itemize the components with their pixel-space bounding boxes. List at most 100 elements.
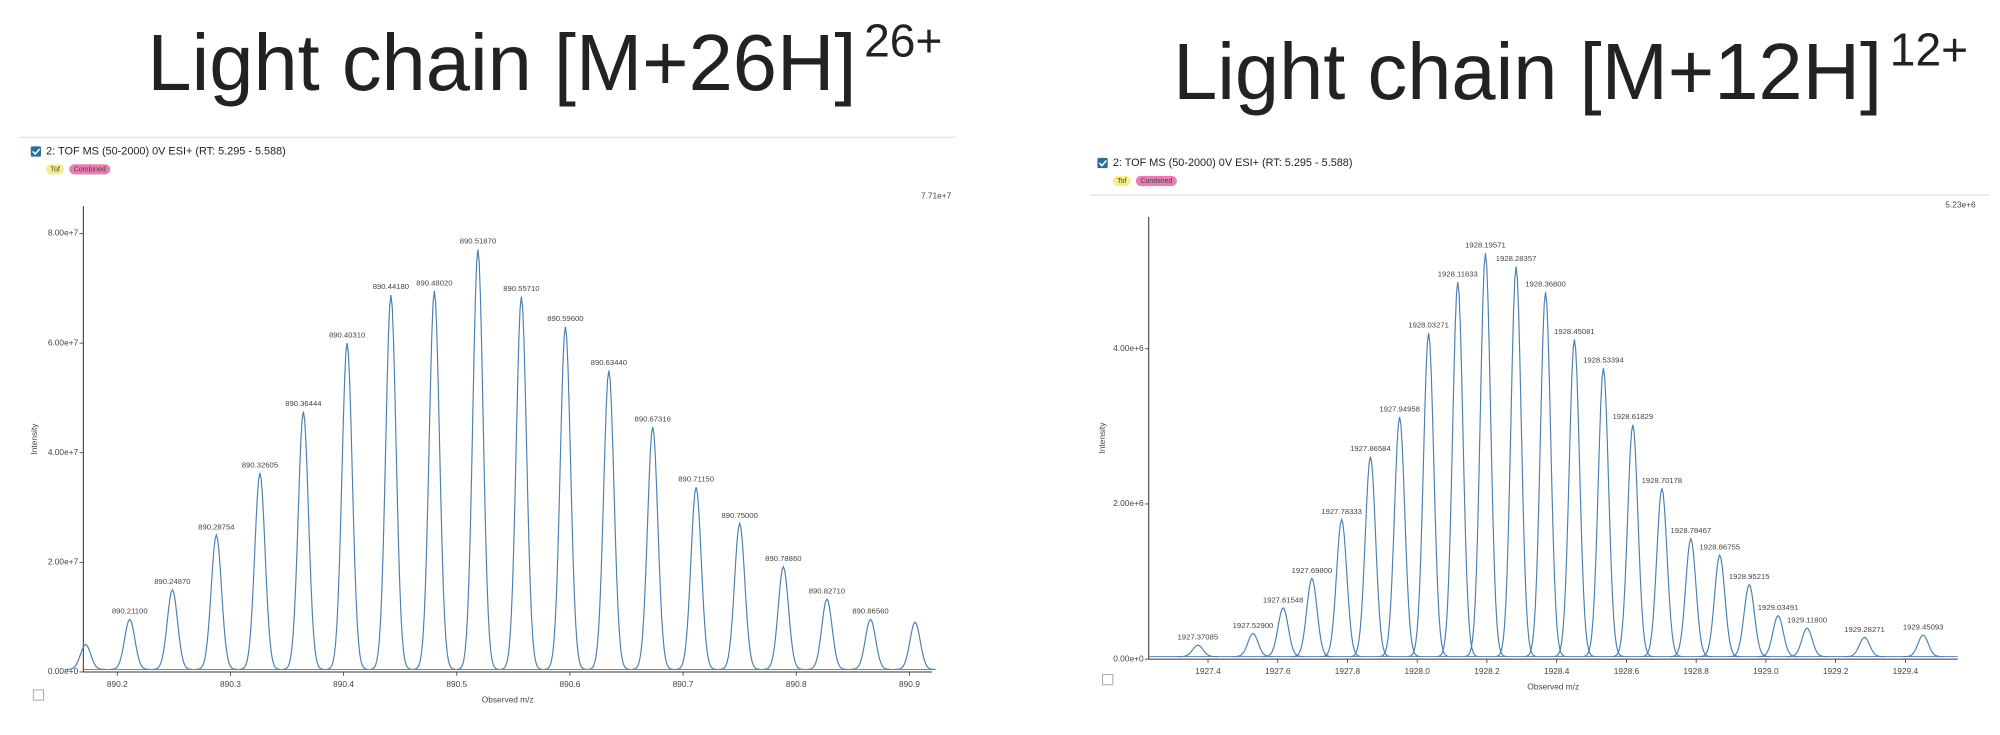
x-tick-label: 890.3 <box>220 679 241 689</box>
peak-label: 890.55710 <box>503 284 539 293</box>
peak-label: 1929.11800 <box>1787 615 1827 624</box>
peak <box>282 411 324 670</box>
peak <box>1641 488 1683 658</box>
peak <box>1553 339 1596 658</box>
spectrum-header: 2: TOF MS (50-2000) 0V ESI+ (RT: 5.295 -… <box>46 145 286 157</box>
peak-label: 1928.03271 <box>1408 321 1449 330</box>
peak-label: 890.51870 <box>460 237 496 246</box>
peak-label: 1927.52900 <box>1233 621 1274 630</box>
peak <box>1757 614 1799 658</box>
export-icon[interactable] <box>32 689 45 701</box>
peak-label: 1928.11633 <box>1438 269 1478 278</box>
title-text: Light chain [M+26H] <box>147 18 856 107</box>
x-tick-label: 1928.8 <box>1683 666 1709 676</box>
peak <box>1670 537 1712 658</box>
peak <box>675 487 717 670</box>
peak <box>370 294 412 670</box>
peak-label: 1928.61829 <box>1612 412 1653 421</box>
y-tick-label: 0.00e+0 <box>1113 653 1144 663</box>
badge-label: Tof <box>50 166 59 173</box>
y-tick-label: 8.00e+7 <box>48 228 79 238</box>
peak-label: 890.86560 <box>852 607 888 616</box>
peak-label: 890.36444 <box>285 399 322 408</box>
checkbox[interactable] <box>1097 157 1108 169</box>
badge-label: Combined <box>1140 178 1172 185</box>
title-superscript: 12+ <box>1890 24 1968 76</box>
peak-label: 890.24870 <box>154 577 190 586</box>
peak-label: 1927.78333 <box>1321 507 1362 516</box>
y-tick-label: 2.00e+6 <box>1113 498 1144 508</box>
peak-label: 890.71150 <box>678 475 714 484</box>
x-tick-label: 890.8 <box>786 679 807 689</box>
peak-label: 1927.94958 <box>1379 404 1420 413</box>
peak-label: 1929.45093 <box>1903 622 1944 631</box>
y-tick-label: 4.00e+6 <box>1113 343 1144 353</box>
peak-label: 1927.69800 <box>1292 566 1333 575</box>
x-axis-label: Observed m/z <box>1527 682 1579 692</box>
checkmark <box>1098 159 1107 167</box>
peak <box>65 643 107 670</box>
peak-label: 890.21100 <box>112 607 148 616</box>
peak-label: 1928.95215 <box>1729 572 1770 581</box>
y-axis-label: Intensity <box>29 423 39 455</box>
peak-label: 1928.28357 <box>1496 254 1537 263</box>
badge-label: Tof <box>1117 178 1126 185</box>
peak <box>1786 627 1828 658</box>
x-tick-label: 890.5 <box>446 679 467 689</box>
peak <box>1843 636 1885 658</box>
peak-label: 1927.61548 <box>1263 595 1304 604</box>
peak-label: 1928.70178 <box>1642 476 1683 485</box>
peak <box>1464 253 1507 658</box>
x-tick-label: 890.4 <box>333 679 354 689</box>
peak <box>1524 292 1567 658</box>
peak <box>457 249 499 670</box>
peak <box>326 343 368 670</box>
x-axis-label: Observed m/z <box>482 694 534 704</box>
peak <box>1349 456 1392 658</box>
peak <box>806 597 848 670</box>
checkbox[interactable] <box>30 146 42 157</box>
checkmark <box>32 148 41 156</box>
title-superscript: 26+ <box>864 15 942 67</box>
peak-label: 890.82710 <box>809 586 845 595</box>
peak <box>151 588 193 670</box>
x-tick-label: 1927.6 <box>1265 666 1291 676</box>
badge-label: Combined <box>74 166 106 173</box>
peak-label: 890.67316 <box>635 414 671 423</box>
peak <box>1495 266 1537 658</box>
x-tick-label: 1929.4 <box>1893 666 1919 676</box>
peak <box>849 618 892 670</box>
peak <box>1262 607 1304 658</box>
peak-label: 890.48020 <box>416 278 452 287</box>
y-axis-label: Intensity <box>1097 422 1107 454</box>
x-tick-label: 1927.8 <box>1335 666 1361 676</box>
export-icon[interactable] <box>1102 674 1114 686</box>
badge <box>1112 175 1131 187</box>
x-tick-label: 890.6 <box>560 679 581 689</box>
peak <box>1379 416 1421 658</box>
peak-label: 1928.36800 <box>1525 279 1566 288</box>
peak-label: 890.63440 <box>591 358 627 367</box>
peak <box>109 618 151 670</box>
y-tick-label: 0.00e+0 <box>48 666 79 676</box>
x-tick-label: 1927.4 <box>1195 666 1221 676</box>
x-tick-label: 890.9 <box>899 679 920 689</box>
peak-label: 1929.28271 <box>1844 625 1885 634</box>
chart-title: Light chain [M+26H] 26+ <box>147 15 942 107</box>
peak-label: 890.28754 <box>198 522 235 531</box>
peak-label: 1928.19571 <box>1465 241 1506 250</box>
peak <box>1291 577 1333 658</box>
peak <box>632 426 674 670</box>
peak <box>1177 644 1219 658</box>
peak <box>544 326 587 670</box>
peak-label: 890.44180 <box>373 282 409 291</box>
title-text: Light chain [M+12H] <box>1173 27 1882 116</box>
y-tick-label: 6.00e+7 <box>48 337 79 347</box>
y-tick-label: 2.00e+7 <box>48 557 79 567</box>
peak <box>500 296 542 670</box>
chart-title: Light chain [M+12H] 12+ <box>1173 24 1968 116</box>
peak-label: 1928.45081 <box>1554 327 1595 336</box>
peak-label: 1927.86584 <box>1350 444 1391 453</box>
peak-label: 1928.53394 <box>1583 356 1624 365</box>
